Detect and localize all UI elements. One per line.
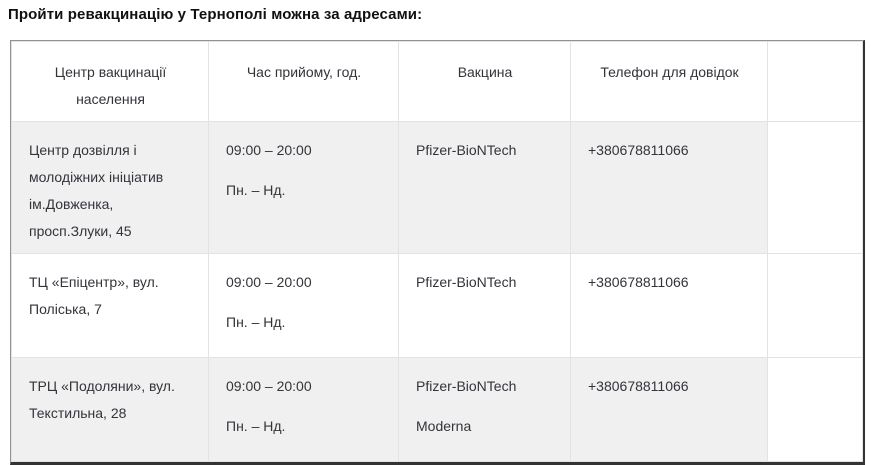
cell-center-name: ТЦ «Епіцентр», вул. Поліська, 7	[11, 253, 209, 358]
hours-days-text: Пн. – Нд.	[226, 182, 286, 198]
table-row: ТРЦ «Подоляни», вул. Текстильна, 28 09:0…	[11, 357, 863, 462]
column-header-phone: Телефон для довідок	[570, 41, 768, 122]
hours-range-text: 09:00 – 20:00	[226, 274, 312, 290]
cell-center-name: Центр дозвілля і молодіжних ініціатив ім…	[11, 121, 209, 254]
center-name-text: ТЦ «Епіцентр», вул. Поліська, 7	[29, 274, 159, 317]
page-title: Пройти ревакцинацію у Тернополі можна за…	[8, 6, 423, 23]
vaccination-table-container: Центр вакцинації населення Час прийому, …	[10, 40, 865, 465]
column-header-center: Центр вакцинації населення	[11, 41, 209, 122]
center-name-text: Центр дозвілля і молодіжних ініціатив ім…	[29, 142, 164, 239]
cell-phone: +380678811066	[570, 121, 768, 254]
vaccination-table: Центр вакцинації населення Час прийому, …	[11, 41, 863, 462]
cell-empty	[767, 121, 863, 254]
vaccine-name-text: Pfizer-BioNTech	[416, 378, 517, 394]
column-header-vaccine: Вакцина	[398, 41, 571, 122]
column-header-empty	[767, 41, 863, 122]
cell-vaccine: Pfizer-BioNTech	[398, 121, 571, 254]
table-row: ТЦ «Епіцентр», вул. Поліська, 7 09:00 – …	[11, 253, 863, 358]
cell-center-name: ТРЦ «Подоляни», вул. Текстильна, 28	[11, 357, 209, 462]
hours-days-text: Пн. – Нд.	[226, 314, 286, 330]
cell-empty	[767, 253, 863, 358]
vaccine-name-text: Moderna	[416, 418, 472, 434]
vaccine-name-text: Pfizer-BioNTech	[416, 274, 517, 290]
table-header-row: Центр вакцинації населення Час прийому, …	[11, 41, 863, 122]
table-row: Центр дозвілля і молодіжних ініціатив ім…	[11, 121, 863, 254]
cell-vaccine: Pfizer-BioNTech	[398, 253, 571, 358]
column-header-hours: Час прийому, год.	[208, 41, 399, 122]
cell-phone: +380678811066	[570, 253, 768, 358]
phone-text: +380678811066	[588, 274, 689, 290]
vaccine-name-text: Pfizer-BioNTech	[416, 142, 517, 158]
cell-hours: 09:00 – 20:00 Пн. – Нд.	[208, 357, 399, 462]
page: { "page": { "title": "Пройти ревакцинаці…	[8, 6, 865, 465]
hours-range-text: 09:00 – 20:00	[226, 142, 312, 158]
phone-text: +380678811066	[588, 142, 689, 158]
center-name-text: ТРЦ «Подоляни», вул. Текстильна, 28	[29, 378, 175, 421]
hours-range-text: 09:00 – 20:00	[226, 378, 312, 394]
hours-days-text: Пн. – Нд.	[226, 418, 286, 434]
cell-hours: 09:00 – 20:00 Пн. – Нд.	[208, 253, 399, 358]
cell-vaccine: Pfizer-BioNTech Moderna	[398, 357, 571, 462]
cell-hours: 09:00 – 20:00 Пн. – Нд.	[208, 121, 399, 254]
cell-empty	[767, 357, 863, 462]
phone-text: +380678811066	[588, 378, 689, 394]
cell-phone: +380678811066	[570, 357, 768, 462]
